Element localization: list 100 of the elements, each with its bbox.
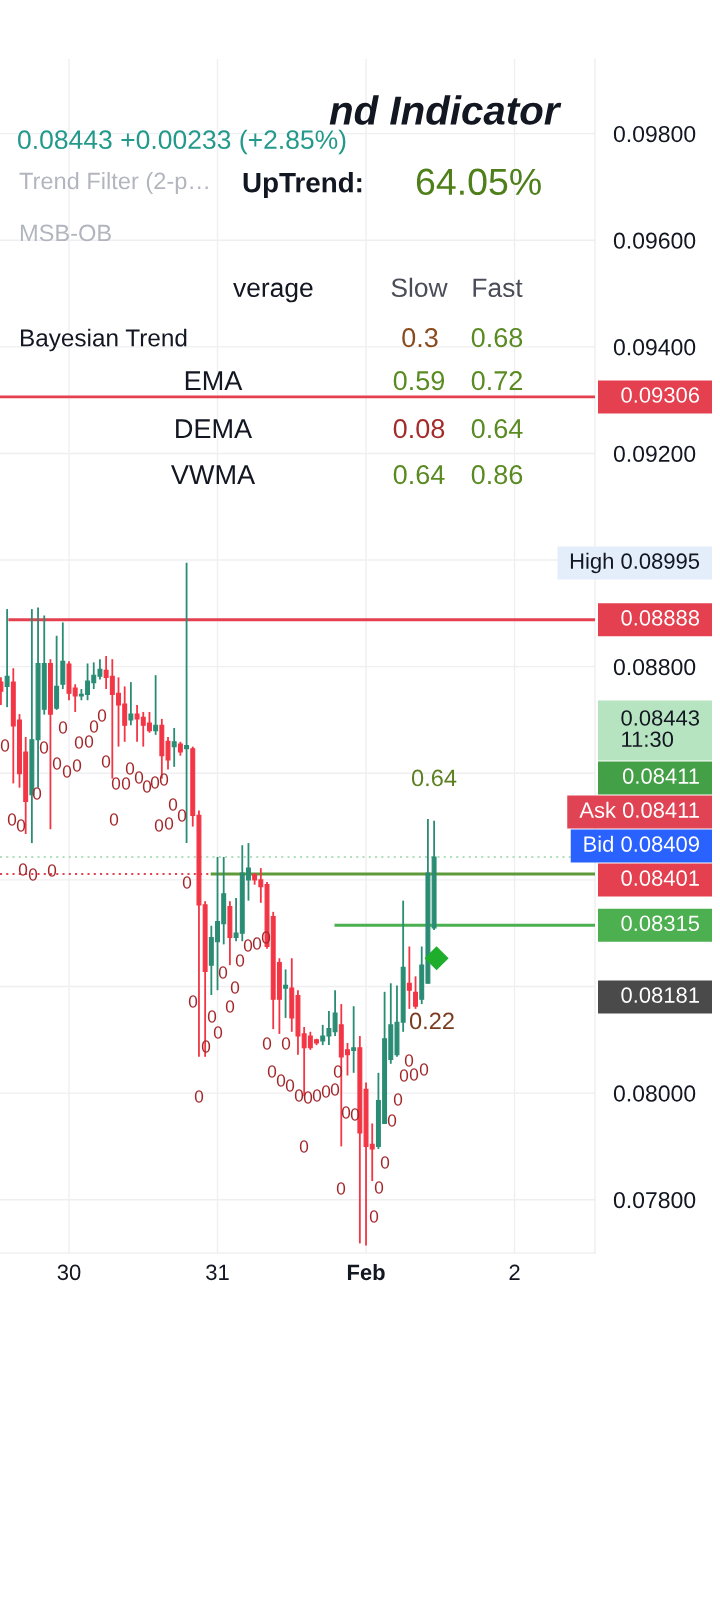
annotation: UpTrend: [243,172,362,198]
annotation: 0 [121,777,131,790]
candlestick [184,561,190,845]
annotation: 0 [164,817,174,830]
annotation: 0 [177,809,187,822]
candlestick [128,681,134,727]
y-tick-label: 0.08000 [613,1085,696,1102]
candlestick [0,676,4,706]
annotation: 0 [374,1181,384,1194]
annotation: 0 [285,1079,295,1092]
annotation: 0 [276,1074,286,1087]
annotation: 0 [194,1090,204,1103]
annotation: 0.68 [471,328,523,348]
annotation: 0 [74,736,84,749]
annotation: 0.64 [393,465,445,485]
annotation: 0 [52,757,62,770]
annotation: 0 [89,720,99,733]
annotation: 0.59 [393,371,445,391]
annotation: 0 [262,1037,272,1050]
annotation: 0 [312,1089,322,1102]
text: 0.08401 [621,870,699,886]
annotation: 0 [330,1083,340,1096]
text: 0.08181 [621,987,699,1003]
annotation: 0 [97,709,107,722]
candlestick [54,634,60,711]
annotation: 0 [150,776,160,789]
annotation: 0 [182,876,192,889]
annotation: 0 [28,868,38,881]
annotation: 0 [252,937,262,950]
annotation: 0.08 [393,419,445,439]
annotation: 0 [134,771,144,784]
annotation: 0 [188,995,198,1008]
y-tick-label: 0.08800 [613,658,696,676]
candlestick [60,621,66,690]
x-tick-label: 31 [206,1264,229,1281]
annotation: 0.72 [471,371,522,391]
annotation: 0 [399,1069,409,1082]
annotation: MSB-OB [20,224,111,242]
annotation: 0 [235,954,245,967]
annotation: Trend Filter (2-p… [19,172,208,195]
candlestick [4,608,10,709]
text: 0.08443 +0.00233 (+2.85%) [18,129,346,155]
candlestick [413,975,419,1010]
annotation: 0 [72,759,82,772]
annotation: 0 [409,1068,419,1081]
annotation: 0 [16,819,26,832]
annotation: 0 [207,1010,217,1023]
annotation: 0 [32,787,42,800]
annotation: VWMA [170,465,256,484]
annotation: 0 [404,1054,414,1067]
x-tick-label: 30 [57,1264,81,1281]
annotation: 0 [101,755,111,768]
annotation: 0 [393,1093,403,1106]
annotation: 0 [261,931,271,944]
annotation: 0 [213,1026,223,1039]
x-tick-label: 2 [509,1264,520,1280]
annotation: Bid 0.08409 [584,835,699,852]
annotation: 0 [267,1065,277,1078]
annotation: 0 [299,1140,309,1153]
annotation: Bayesian Trend [20,328,187,352]
annotation: Slow [391,277,448,298]
annotation: 0.86 [471,465,523,485]
annotation: 0 [336,1182,346,1195]
annotation: 0 [159,773,169,786]
annotation: 0.64 [471,419,523,439]
annotation: 0 [419,1063,429,1076]
candlestick [332,989,338,1037]
annotation: 0.22 [409,1012,454,1030]
annotation: verage [233,282,313,303]
text: 0.08411 [622,768,699,784]
annotation: 0 [142,780,152,793]
annotation: 0 [18,863,28,876]
annotation: 0 [154,819,164,832]
annotation: 0 [84,735,94,748]
annotation: 0 [47,864,57,877]
annotation: 0 [62,765,72,778]
data-label: 0.08315 [621,915,700,932]
annotation: 0 [387,1114,397,1127]
y-tick-label: 0.09800 [613,125,696,143]
annotation: 0 [303,1091,313,1104]
y-tick-label: 0.09200 [613,445,696,463]
candlestick [283,968,289,1019]
annotation: High 0.08995 [570,552,700,574]
annotation: 0 [230,981,240,994]
data-label: 0.08888 [621,610,700,626]
annotation: 64.05% [416,168,541,196]
annotation: 0 [380,1156,390,1169]
text: 0.08443 11:30 [621,710,700,748]
annotation: 0 [111,777,121,790]
candlestick [153,674,159,736]
annotation: 0 [0,739,10,752]
annotation: Fast [473,278,523,298]
annotation: 0.64 [411,769,457,787]
annotation: 0 [39,741,49,754]
annotation: 0 [225,1000,235,1013]
annotation: 0 [168,798,178,811]
annotation: 0 [58,721,68,734]
ref-line-label: Ask 0.08411 [579,801,699,818]
annotation: EMA [185,371,243,390]
x-tick-label: Feb [347,1264,385,1281]
